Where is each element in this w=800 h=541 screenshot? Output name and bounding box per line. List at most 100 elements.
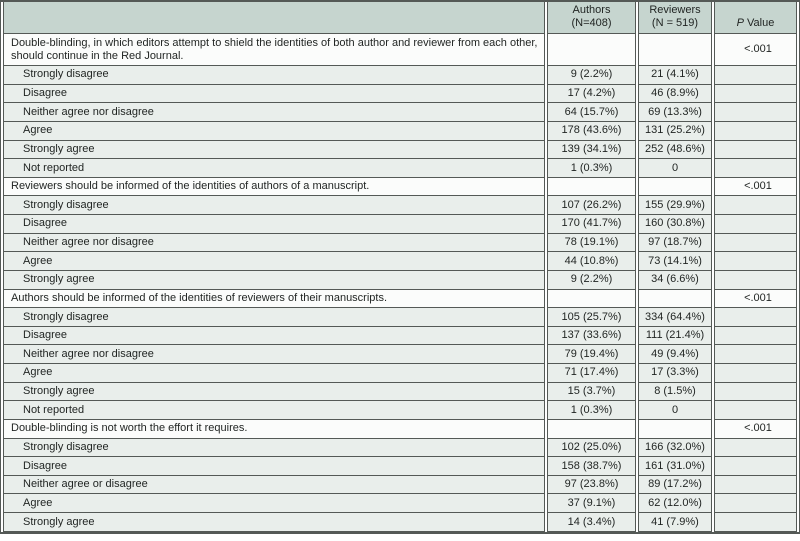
section-statement-row: Double-blinding, in which editors attemp… <box>3 33 797 66</box>
section-statement-row: Reviewers should be informed of the iden… <box>3 176 797 196</box>
likert-response-row: Strongly agree 15 (3.7%) 8 (1.5%) <box>3 381 797 401</box>
authors-value-cell: 1 (0.3%) <box>547 400 636 419</box>
reviewers-value-cell: 160 (30.8%) <box>638 214 712 233</box>
likert-response-row: Disagree 158 (38.7%) 161 (31.0%) <box>3 456 797 475</box>
likert-response-row: Strongly agree 14 (3.4%) 41 (7.9%) <box>3 512 797 532</box>
response-label-cell: Disagree <box>3 456 545 475</box>
response-label-cell: Strongly agree <box>3 139 545 159</box>
pvalue-cell: <.001 <box>714 33 797 66</box>
likert-response-row: Neither agree nor disagree 79 (19.4%) 49 (… <box>3 344 797 364</box>
authors-value-cell: 9 (2.2%) <box>547 269 636 289</box>
pvalue-empty-cell <box>714 474 797 494</box>
reviewers-value-cell: 166 (32.0%) <box>638 437 712 457</box>
section-statement-cell: Authors should be informed of the identi… <box>3 288 545 308</box>
likert-response-row: Strongly agree 139 (34.1%) 252 (48.6%) <box>3 139 797 159</box>
pvalue-empty-cell <box>714 437 797 457</box>
likert-response-row: Neither agree nor disagree 64 (15.7%) 69 (… <box>3 102 797 121</box>
response-label-cell: Not reported <box>3 158 545 177</box>
authors-value-cell: 44 (10.8%) <box>547 251 636 270</box>
reviewers-value-cell: 252 (48.6%) <box>638 139 712 159</box>
likert-response-row: Strongly disagree 105 (25.7%) 334 (64.4%) <box>3 307 797 326</box>
pvalue-empty-cell <box>714 269 797 289</box>
reviewers-value-cell: 161 (31.0%) <box>638 456 712 475</box>
response-label-cell: Agree <box>3 363 545 382</box>
pvalue-empty-cell <box>714 65 797 84</box>
section-statement-cell: Reviewers should be informed of the iden… <box>3 176 545 196</box>
reviewers-value-cell: 97 (18.7%) <box>638 232 712 252</box>
pvalue-cell: <.001 <box>714 176 797 196</box>
pvalue-empty-cell <box>714 251 797 270</box>
reviewers-empty-cell <box>638 418 712 438</box>
response-label-cell: Agree <box>3 493 545 513</box>
pvalue-empty-cell <box>714 400 797 419</box>
reviewers-value-cell: 34 (6.6%) <box>638 269 712 289</box>
authors-value-cell: 170 (41.7%) <box>547 214 636 233</box>
reviewers-value-cell: 0 <box>638 158 712 177</box>
reviewers-value-cell: 73 (14.1%) <box>638 251 712 270</box>
likert-response-row: Not reported 1 (0.3%) 0 <box>3 400 797 419</box>
pvalue-empty-cell <box>714 102 797 121</box>
authors-value-cell: 17 (4.2%) <box>547 83 636 103</box>
reviewers-value-cell: 46 (8.9%) <box>638 83 712 103</box>
reviewers-value-cell: 131 (25.2%) <box>638 120 712 140</box>
likert-response-row: Strongly disagree 9 (2.2%) 21 (4.1%) <box>3 65 797 84</box>
pvalue-empty-cell <box>714 214 797 233</box>
response-label-cell: Neither agree nor disagree <box>3 232 545 252</box>
pvalue-empty-cell <box>714 363 797 382</box>
reviewers-value-cell: 41 (7.9%) <box>638 512 712 532</box>
response-label-cell: Strongly agree <box>3 381 545 401</box>
reviewers-value-cell: 155 (29.9%) <box>638 195 712 215</box>
response-label-cell: Neither agree nor disagree <box>3 102 545 121</box>
reviewers-value-cell: 17 (3.3%) <box>638 363 712 382</box>
reviewers-value-cell: 334 (64.4%) <box>638 307 712 326</box>
authors-value-cell: 71 (17.4%) <box>547 363 636 382</box>
authors-value-cell: 64 (15.7%) <box>547 102 636 121</box>
response-label-cell: Disagree <box>3 214 545 233</box>
header-reviewers-column: Reviewers (N = 519) <box>638 2 712 33</box>
authors-value-cell: 15 (3.7%) <box>547 381 636 401</box>
reviewers-value-cell: 89 (17.2%) <box>638 474 712 494</box>
section-statement-row: Authors should be informed of the identi… <box>3 288 797 308</box>
reviewers-empty-cell <box>638 33 712 66</box>
pvalue-empty-cell <box>714 195 797 215</box>
reviewers-value-cell: 62 (12.0%) <box>638 493 712 513</box>
response-label-cell: Agree <box>3 251 545 270</box>
authors-value-cell: 105 (25.7%) <box>547 307 636 326</box>
response-label-cell: Disagree <box>3 325 545 345</box>
authors-empty-cell <box>547 288 636 308</box>
response-label-cell: Agree <box>3 120 545 140</box>
authors-value-cell: 137 (33.6%) <box>547 325 636 345</box>
response-label-cell: Strongly disagree <box>3 307 545 326</box>
response-label-cell: Neither agree nor disagree <box>3 344 545 364</box>
header-question-column <box>3 2 545 33</box>
authors-value-cell: 107 (26.2%) <box>547 195 636 215</box>
header-pvalue-italic: P <box>736 17 744 29</box>
authors-value-cell: 79 (19.4%) <box>547 344 636 364</box>
authors-value-cell: 178 (43.6%) <box>547 120 636 140</box>
likert-response-row: Disagree 170 (41.7%) 160 (30.8%) <box>3 214 797 233</box>
response-label-cell: Neither agree or disagree <box>3 474 545 494</box>
pvalue-empty-cell <box>714 139 797 159</box>
response-label-cell: Not reported <box>3 400 545 419</box>
header-authors-column: Authors (N=408) <box>547 2 636 33</box>
likert-response-row: Agree 71 (17.4%) 17 (3.3%) <box>3 363 797 382</box>
likert-response-row: Strongly disagree 107 (26.2%) 155 (29.9%) <box>3 195 797 215</box>
reviewers-value-cell: 21 (4.1%) <box>638 65 712 84</box>
likert-response-row: Disagree 17 (4.2%) 46 (8.9%) <box>3 83 797 103</box>
reviewers-empty-cell <box>638 288 712 308</box>
reviewers-value-cell: 0 <box>638 400 712 419</box>
pvalue-cell: <.001 <box>714 288 797 308</box>
authors-value-cell: 139 (34.1%) <box>547 139 636 159</box>
header-reviewers-label: Reviewers <box>649 4 701 16</box>
pvalue-empty-cell <box>714 232 797 252</box>
authors-empty-cell <box>547 33 636 66</box>
response-label-cell: Strongly disagree <box>3 437 545 457</box>
authors-value-cell: 37 (9.1%) <box>547 493 636 513</box>
header-pvalue-column: P Value <box>714 2 797 33</box>
response-label-cell: Strongly disagree <box>3 65 545 84</box>
reviewers-value-cell: 8 (1.5%) <box>638 381 712 401</box>
authors-value-cell: 9 (2.2%) <box>547 65 636 84</box>
likert-response-row: Strongly agree 9 (2.2%) 34 (6.6%) <box>3 269 797 289</box>
section-statement-cell: Double-blinding, in which editors attemp… <box>3 33 545 66</box>
pvalue-cell: <.001 <box>714 418 797 438</box>
